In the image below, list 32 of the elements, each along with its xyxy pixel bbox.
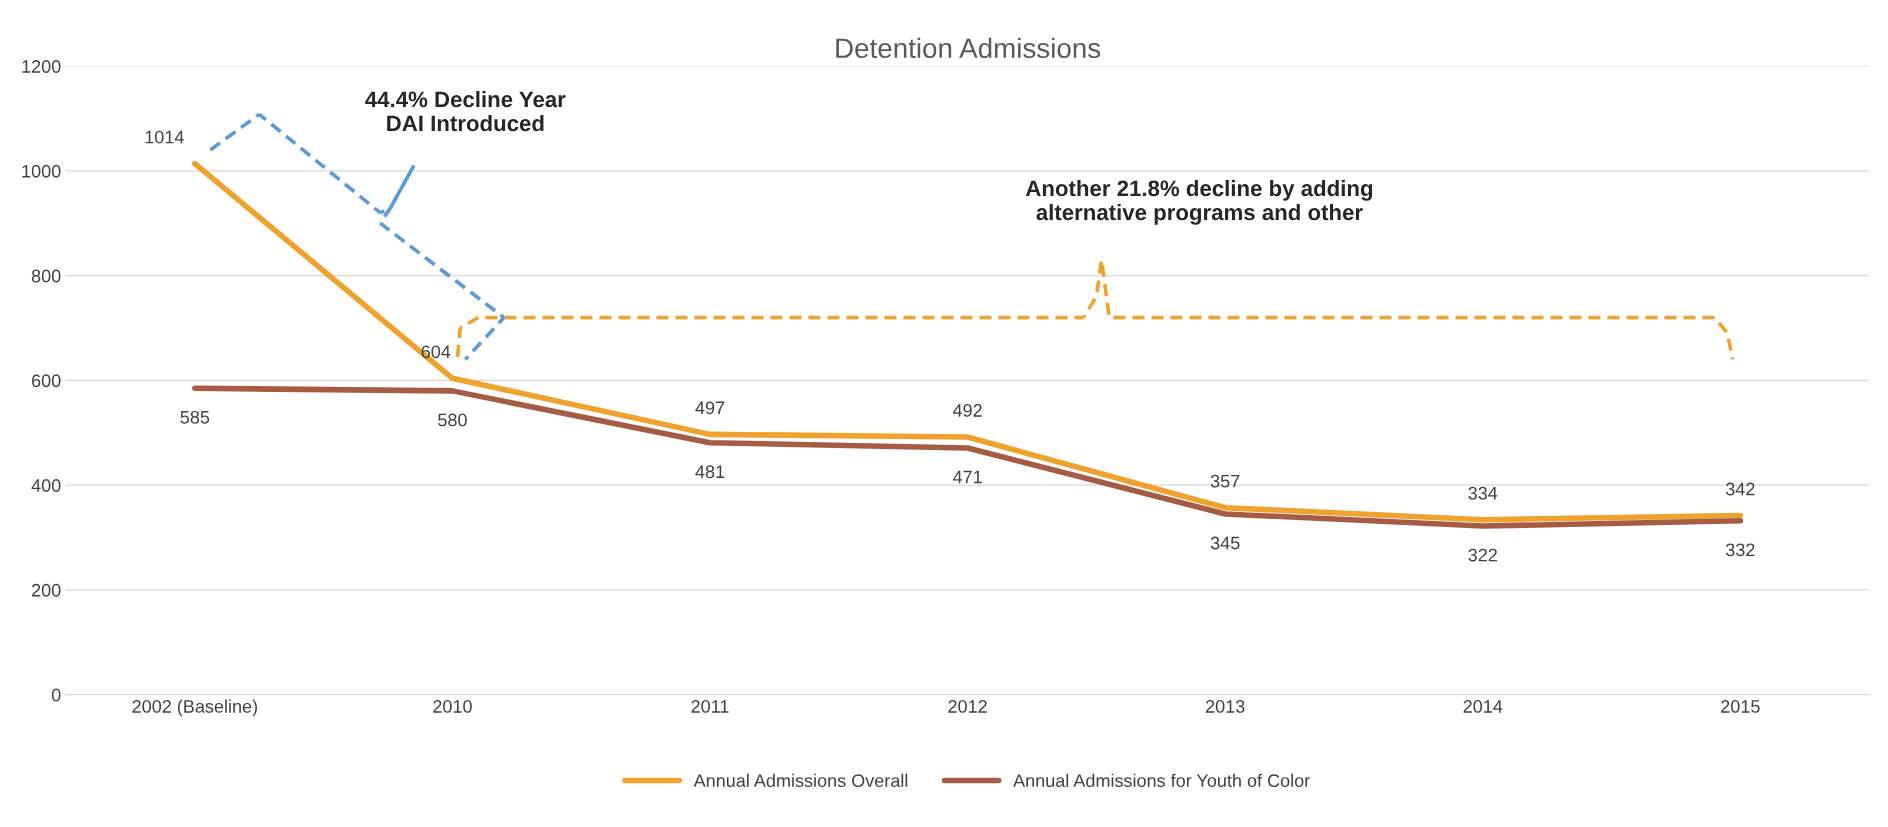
- data-label: 580: [438, 413, 467, 427]
- data-label: 342: [1725, 482, 1755, 496]
- x-tick-label: 2002 (Baseline): [132, 699, 257, 717]
- data-label: 481: [695, 465, 725, 479]
- data-label: 471: [952, 470, 982, 484]
- y-tick-label: 400: [31, 479, 61, 492]
- x-tick-label: 2015: [1721, 700, 1760, 713]
- x-tick-label: 2013: [1206, 700, 1245, 713]
- data-label: 1014: [145, 130, 184, 144]
- data-label: 332: [1725, 543, 1755, 557]
- x-tick-label: 2014: [1463, 700, 1503, 713]
- y-tick-label: 200: [32, 583, 61, 597]
- x-tick-label: 2012: [948, 700, 987, 713]
- annotation: Another 21.8% decline by adding alternative programs and other: [1025, 179, 1373, 225]
- legend-label: Annual Admissions for Youth of Color: [1013, 773, 1310, 788]
- chart-title: Detention Admissions: [836, 37, 1101, 59]
- y-tick-label: 0: [51, 688, 61, 702]
- x-tick-label: 2010: [433, 700, 472, 713]
- y-tick-label: 600: [32, 374, 61, 388]
- data-label: 357: [1210, 474, 1240, 488]
- y-tick-label: 800: [31, 269, 61, 283]
- x-tick-label: 2011: [691, 700, 729, 713]
- data-label: 345: [1210, 536, 1240, 550]
- data-label: 322: [1468, 548, 1497, 562]
- data-label: 585: [180, 410, 210, 424]
- annotation: 44.4% Decline Year DAI Introduced: [365, 90, 566, 132]
- y-tick-label: 1200: [22, 60, 61, 73]
- data-label: 492: [952, 404, 982, 417]
- y-tick-label: 1000: [22, 164, 61, 178]
- data-label: 497: [695, 401, 725, 415]
- legend-label: Annual Admissions Overall: [693, 773, 908, 788]
- data-label: 334: [1468, 486, 1498, 500]
